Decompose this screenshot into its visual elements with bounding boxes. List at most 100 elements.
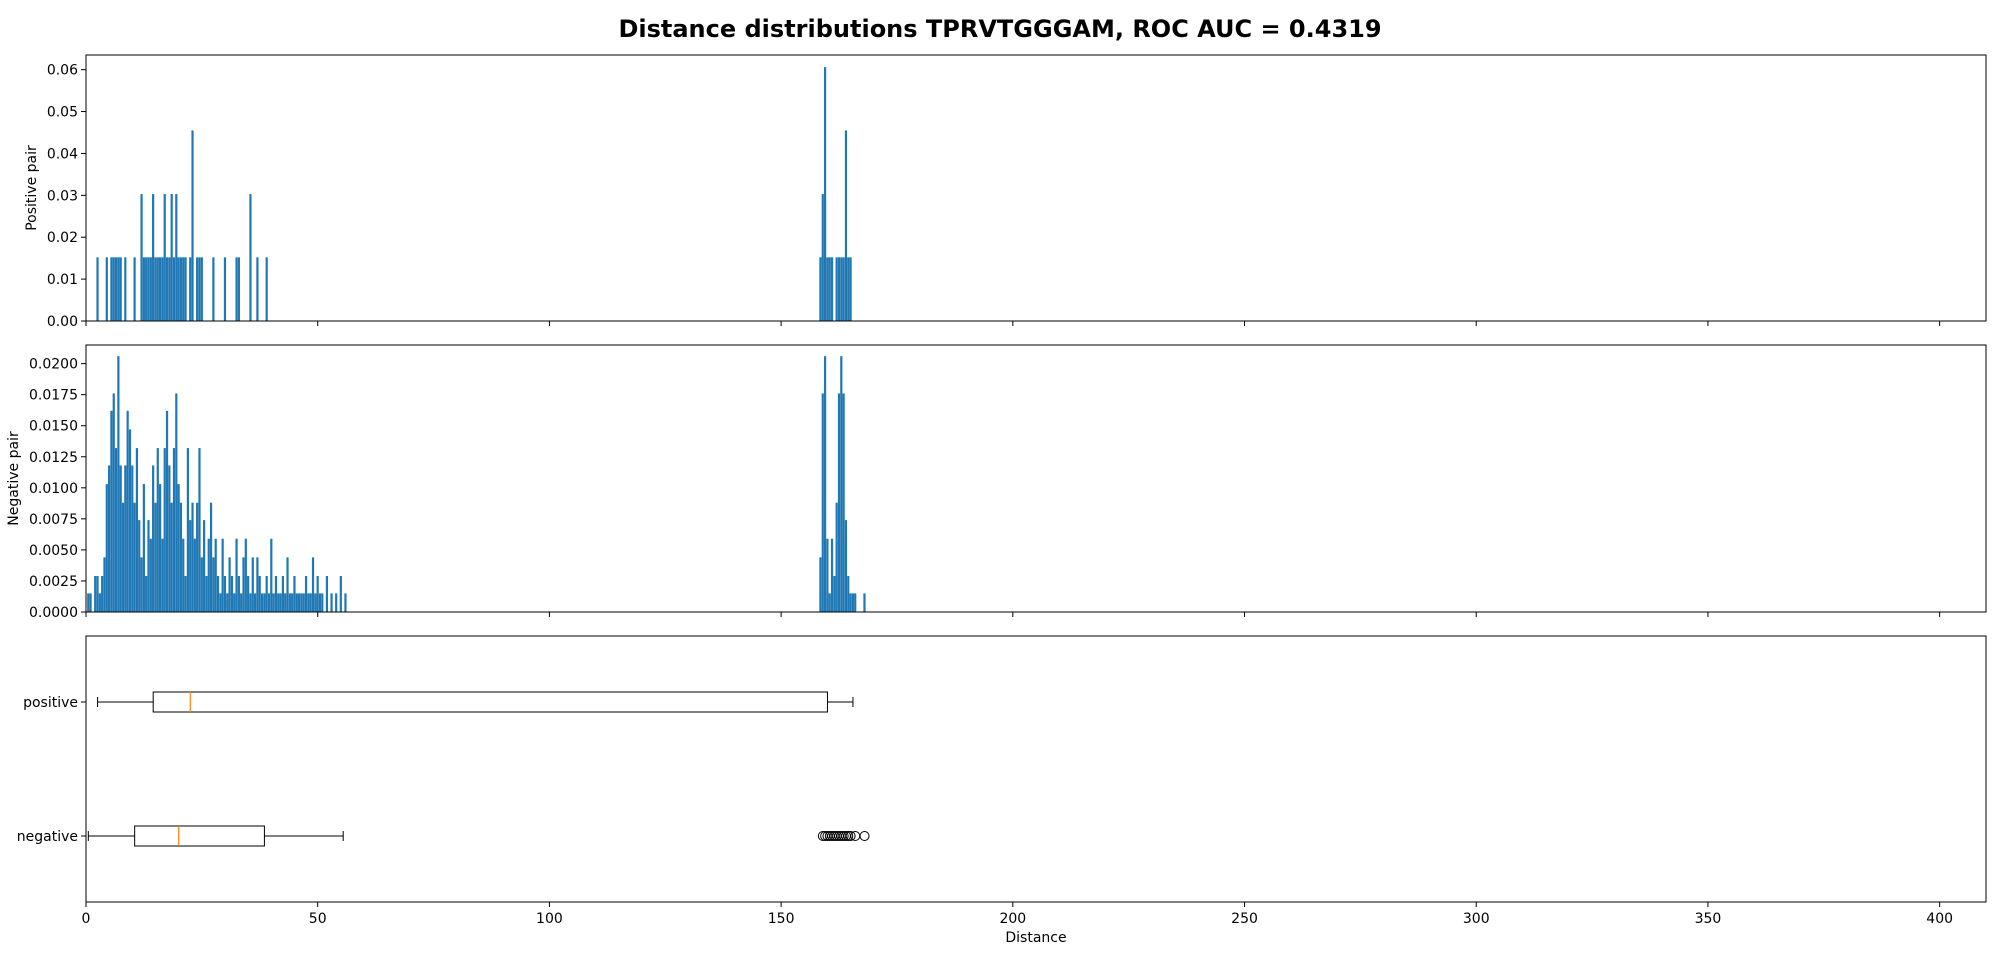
histogram-bar — [256, 257, 259, 321]
histogram-bar — [147, 257, 150, 321]
y-axis-label: Positive pair — [24, 145, 40, 231]
boxplot-panel: positive negative 0 50 100 150 200 250 300 350 400… — [17, 635, 1987, 946]
histogram-bar — [149, 257, 152, 321]
histogram-bar — [302, 593, 305, 612]
histogram-bar — [135, 448, 139, 612]
box-iqr — [152, 691, 828, 713]
histogram-bar — [161, 257, 164, 321]
histogram-bar — [849, 593, 852, 612]
histogram-bar — [335, 593, 338, 612]
histogram-bar — [281, 575, 284, 612]
histogram-bar — [279, 593, 282, 612]
histogram-bar — [172, 257, 176, 321]
y-tick-label: 0.0000 — [29, 605, 78, 621]
histogram-bar — [112, 393, 115, 612]
histogram-bar — [318, 593, 322, 612]
histogram-bar — [177, 484, 180, 612]
histogram-bar — [844, 520, 848, 612]
histogram-bar — [316, 575, 319, 612]
histogram-bar — [182, 538, 185, 612]
histogram-bar — [214, 538, 217, 612]
histogram-bar — [253, 593, 257, 612]
histogram-bar — [842, 257, 845, 321]
histogram-bar — [226, 593, 229, 612]
histogram-bar — [96, 575, 99, 612]
histogram-bar — [156, 448, 159, 612]
histogram-bar — [121, 502, 125, 612]
histogram-bar — [131, 465, 134, 612]
y-tick-label: 0.0200 — [29, 357, 78, 373]
histogram-bar — [189, 520, 192, 612]
histogram-bar — [344, 593, 347, 612]
histogram-bar — [126, 410, 129, 612]
histogram-bar — [833, 575, 836, 612]
histogram-bar — [823, 356, 827, 612]
histogram-bar — [265, 257, 268, 321]
histogram-bar — [291, 593, 294, 612]
histogram-bar — [325, 575, 329, 612]
x-tick-label: 400 — [1926, 911, 1953, 927]
histogram-bar — [101, 575, 104, 612]
x-tick-label: 0 — [82, 911, 91, 927]
histogram-bar — [147, 520, 150, 612]
histogram-bar — [821, 194, 824, 321]
histogram-bar — [293, 575, 296, 612]
y-tick-label: 0.0100 — [29, 481, 78, 497]
histogram-bar — [263, 593, 266, 612]
histogram-bar — [256, 557, 259, 612]
histogram-bar — [177, 257, 180, 321]
y-tick-label: 0.02 — [47, 230, 78, 246]
y-tick-label: 0.0050 — [29, 543, 78, 559]
x-axis-label: Distance — [1005, 930, 1066, 946]
histogram-bar — [835, 502, 838, 612]
histogram-bar — [826, 257, 829, 321]
x-tick-label: 100 — [536, 911, 563, 927]
histogram-bar — [165, 410, 169, 612]
chart-title: Distance distributions TPRVTGGGAM, ROC A… — [618, 15, 1381, 43]
axes-frame — [85, 54, 1987, 322]
histogram-bar — [311, 557, 315, 612]
histogram-bar — [175, 194, 178, 321]
histogram-bar — [847, 257, 850, 321]
histogram-bar — [198, 448, 201, 612]
category-label: negative — [17, 829, 78, 845]
histogram-bar — [251, 557, 254, 612]
histogram-bar — [89, 593, 92, 612]
y-tick-label: 0.0075 — [29, 512, 78, 528]
histogram-bar — [863, 593, 866, 612]
y-tick-label: 0.0125 — [29, 450, 78, 466]
histogram-bar — [304, 575, 308, 612]
histogram-bar — [288, 593, 291, 612]
histogram-bar — [110, 257, 113, 321]
histogram-bar — [172, 448, 176, 612]
histogram-bar — [270, 538, 273, 612]
axes-frame — [85, 635, 1987, 903]
category-label: positive — [23, 695, 78, 711]
histogram-bar — [158, 484, 162, 612]
histogram-bar — [277, 593, 280, 612]
histogram-bar — [258, 575, 261, 612]
histogram-bar — [108, 465, 111, 612]
box-iqr — [134, 825, 265, 847]
histogram-bar — [196, 502, 199, 612]
histogram-bar — [849, 257, 852, 321]
histogram-bar — [828, 593, 831, 612]
outlier-point — [845, 831, 856, 841]
histogram-bar — [182, 257, 185, 321]
histogram-bar — [233, 593, 236, 612]
histogram-bar — [321, 593, 324, 612]
histogram-bar — [219, 593, 222, 612]
histogram-bar — [94, 575, 97, 612]
histogram-bar — [267, 593, 271, 612]
outlier-point — [838, 831, 849, 841]
histogram-bar — [103, 557, 106, 612]
histogram-bar — [837, 393, 841, 612]
histogram-bar — [200, 257, 203, 321]
histogram-bar — [140, 194, 143, 321]
y-tick-label: 0.0025 — [29, 574, 78, 590]
histogram-bar — [309, 593, 312, 612]
y-tick-label: 0.03 — [47, 188, 78, 204]
histogram-bar — [179, 257, 183, 321]
histogram-bar — [286, 557, 289, 612]
